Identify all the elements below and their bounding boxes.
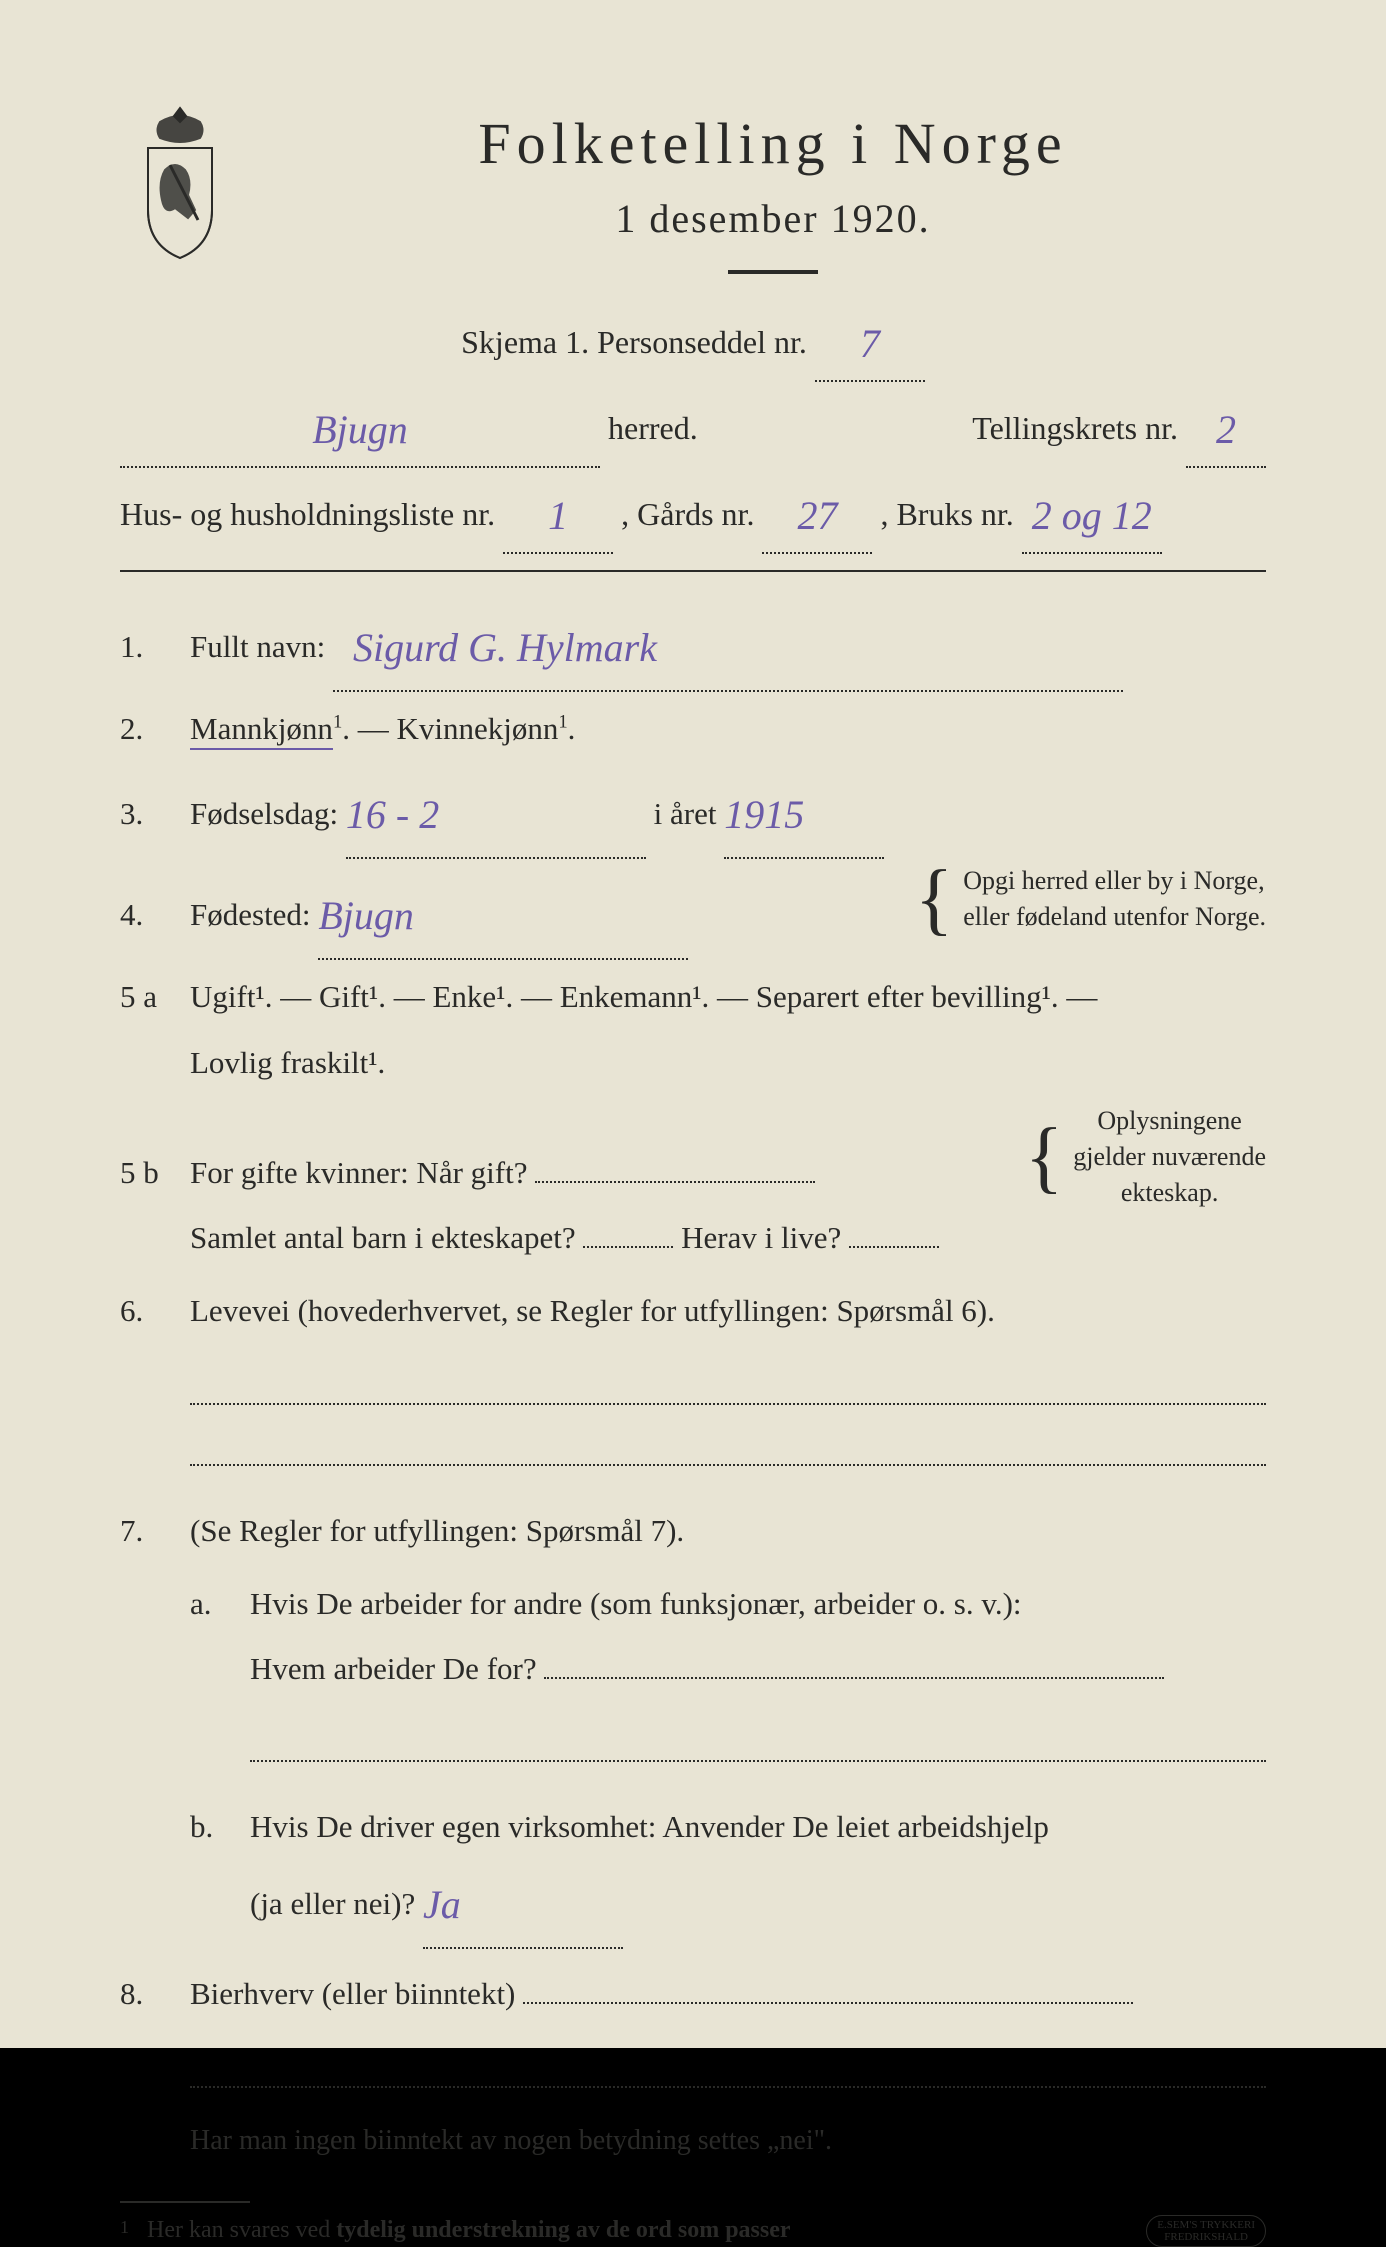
- coat-of-arms-icon: [120, 100, 240, 260]
- q7b-text2: (ja eller nei)?: [250, 1886, 415, 1921]
- q5b: 5 b For gifte kvinner: Når gift? Samlet …: [120, 1103, 1266, 1271]
- herred-label: herred.: [608, 410, 698, 446]
- subtitle-date: 1 desember 1920.: [280, 195, 1266, 242]
- tail-note: Har man ingen biinntekt av nogen betydni…: [190, 2112, 1266, 2171]
- footnote: 1 Her kan svares ved tydelig understrekn…: [120, 2215, 1266, 2247]
- schema-label: Skjema 1. Personseddel nr.: [461, 324, 807, 360]
- personseddel-nr: 7: [815, 308, 925, 382]
- q3-year-label: i året: [654, 796, 717, 831]
- q5b-l2b: Herav i live?: [681, 1220, 841, 1255]
- q7a-text2: Hvem arbeider De for?: [250, 1651, 537, 1686]
- q7-intro: (Se Regler for utfyllingen: Spørsmål 7).: [190, 1498, 1266, 1563]
- q3-year: 1915: [724, 773, 884, 859]
- footnote-rule: [120, 2201, 250, 2203]
- q3: 3. Fødselsdag: 16 - 2 i året 1915: [120, 769, 1266, 855]
- bruks-label: , Bruks nr.: [880, 496, 1013, 532]
- q6: 6. Levevei (hovederhvervet, se Regler fo…: [120, 1278, 1266, 1489]
- main-title: Folketelling i Norge: [280, 110, 1266, 177]
- gards-label: , Gårds nr.: [621, 496, 754, 532]
- census-form-page: Folketelling i Norge 1 desember 1920. Sk…: [0, 0, 1386, 2048]
- tellingskrets-nr: 2: [1186, 394, 1266, 468]
- header: Folketelling i Norge 1 desember 1920.: [120, 100, 1266, 274]
- q1-label: Fullt navn:: [190, 629, 325, 664]
- q4-note1: Opgi herred eller by i Norge,: [963, 863, 1266, 899]
- husliste-label: Hus- og husholdningsliste nr.: [120, 496, 495, 532]
- q3-day: 16 - 2: [346, 773, 646, 859]
- q4: 4. Fødested: Bjugn { Opgi herred eller b…: [120, 863, 1266, 956]
- divider: [120, 570, 1266, 572]
- title-block: Folketelling i Norge 1 desember 1920.: [280, 100, 1266, 274]
- q7b-value: Ja: [423, 1863, 623, 1949]
- q1-value: Sigurd G. Hylmark: [333, 606, 1123, 692]
- husliste-nr: 1: [503, 480, 613, 554]
- q7: 7. (Se Regler for utfyllingen: Spørsmål …: [120, 1498, 1266, 1954]
- title-rule: [728, 270, 818, 274]
- q5b-l1a: For gifte kvinner: Når gift?: [190, 1155, 527, 1190]
- q2: 2. Mannkjønn1. — Kvinnekjønn1.: [120, 696, 1266, 761]
- brace-icon: {: [1025, 1125, 1063, 1189]
- q8: 8. Bierhverv (eller biinntekt) Har man i…: [120, 1961, 1266, 2170]
- q6-text: Levevei (hovederhvervet, se Regler for u…: [190, 1278, 1266, 1343]
- q4-label: Fødested:: [190, 897, 311, 932]
- q8-label: Bierhverv (eller biinntekt): [190, 1976, 515, 2011]
- q7a-text1: Hvis De arbeider for andre (som funksjon…: [250, 1571, 1266, 1636]
- form-meta: Skjema 1. Personseddel nr. 7 Bjugn herre…: [120, 304, 1266, 550]
- herred-value: Bjugn: [120, 394, 600, 468]
- q5a-text2: Lovlig fraskilt¹.: [190, 1030, 1266, 1095]
- q2-kvinne: Kvinnekjønn: [396, 711, 558, 746]
- q5a: 5 a Ugift¹. — Gift¹. — Enke¹. — Enkemann…: [120, 964, 1266, 1094]
- q5b-l2a: Samlet antal barn i ekteskapet?: [190, 1220, 576, 1255]
- q4-note2: eller fødeland utenfor Norge.: [963, 899, 1266, 935]
- q5a-text: Ugift¹. — Gift¹. — Enke¹. — Enkemann¹. —…: [190, 964, 1266, 1029]
- q2-mann: Mannkjønn: [190, 711, 333, 750]
- printer-mark: E.SEM'S TRYKKERI FREDRIKSHALD: [1146, 2215, 1266, 2247]
- gards-nr: 27: [762, 480, 872, 554]
- questions: 1. Fullt navn: Sigurd G. Hylmark 2. Mann…: [120, 602, 1266, 2171]
- q7b-text1: Hvis De driver egen virksomhet: Anvender…: [250, 1794, 1266, 1859]
- tellingskrets-label: Tellingskrets nr.: [972, 410, 1178, 446]
- q1: 1. Fullt navn: Sigurd G. Hylmark: [120, 602, 1266, 688]
- q4-value: Bjugn: [318, 874, 688, 960]
- bruks-nr: 2 og 12: [1022, 480, 1162, 554]
- brace-icon: {: [915, 867, 953, 931]
- q3-label: Fødselsdag:: [190, 796, 338, 831]
